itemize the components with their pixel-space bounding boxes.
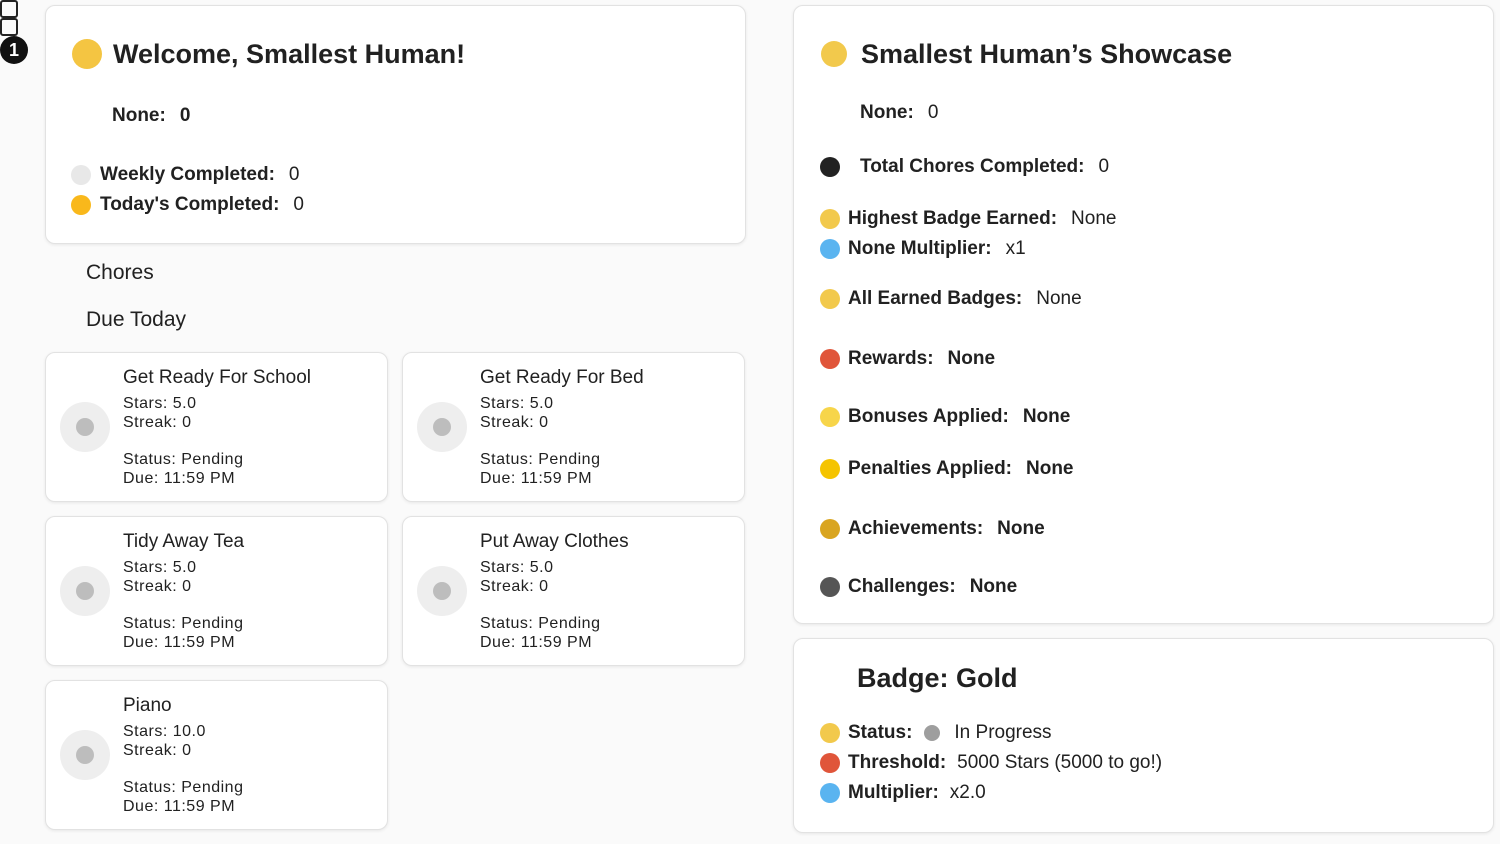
chore-status: Status: Pending xyxy=(123,451,244,468)
row-icon xyxy=(820,157,840,177)
badge-row-value: x2.0 xyxy=(949,782,986,803)
chore-status: Status: Pending xyxy=(480,451,601,468)
chore-icon-glyph xyxy=(433,418,451,436)
badge-row-value: 5000 Stars (5000 to go!) xyxy=(957,752,1163,773)
chore-stars: Stars: 5.0 xyxy=(480,395,554,412)
welcome-stat-value: 0 xyxy=(288,164,300,185)
showcase-row-value: None xyxy=(947,348,996,369)
section-title: Chores xyxy=(86,261,154,284)
badge-row-label: Status: xyxy=(848,722,913,743)
chore-stars: Stars: 10.0 xyxy=(123,723,206,740)
welcome-stat-value: 0 xyxy=(179,105,191,126)
chore-due: Due: 11:59 PM xyxy=(123,634,236,651)
welcome-card xyxy=(45,5,746,244)
chore-icon-glyph xyxy=(76,746,94,764)
row-icon xyxy=(820,407,840,427)
row-icon xyxy=(820,519,840,539)
showcase-row-value: x1 xyxy=(1005,238,1026,259)
row-icon xyxy=(820,459,840,479)
welcome-stat-label: Today's Completed: xyxy=(100,194,280,215)
badge-row-label: Multiplier: xyxy=(848,782,939,803)
showcase-row-label: Total Chores Completed: xyxy=(860,156,1085,177)
welcome-stat-label: Weekly Completed: xyxy=(100,164,275,185)
chore-name: Piano xyxy=(123,695,172,716)
chore-due: Due: 11:59 PM xyxy=(123,470,236,487)
chore-due: Due: 11:59 PM xyxy=(480,470,593,487)
showcase-row-value: 0 xyxy=(927,102,939,123)
chore-streak: Streak: 0 xyxy=(123,742,192,759)
showcase-row-label: Challenges: xyxy=(848,576,956,597)
badge-title: Badge: Gold xyxy=(857,663,1018,693)
showcase-row-label: All Earned Badges: xyxy=(848,288,1023,309)
welcome-title: Welcome, Smallest Human! xyxy=(113,39,466,69)
chore-name: Get Ready For Bed xyxy=(480,367,644,388)
badge-row-value: In Progress xyxy=(954,722,1052,743)
chore-streak: Streak: 0 xyxy=(123,578,192,595)
showcase-row-value: None xyxy=(1036,288,1082,309)
showcase-row-label: None Multiplier: xyxy=(848,238,992,259)
wave-icon xyxy=(72,39,102,69)
section-title: Due Today xyxy=(86,308,187,331)
chore-due: Due: 11:59 PM xyxy=(123,798,236,815)
chore-due: Due: 11:59 PM xyxy=(480,634,593,651)
medal-icon xyxy=(821,41,847,67)
showcase-row-label: None: xyxy=(860,102,914,123)
chore-streak: Streak: 0 xyxy=(480,414,549,431)
showcase-row-value: None xyxy=(1026,458,1074,479)
chore-stars: Stars: 5.0 xyxy=(123,559,197,576)
badge-row-label: Threshold: xyxy=(848,752,947,773)
chore-name: Put Away Clothes xyxy=(480,531,629,552)
section-icon xyxy=(0,0,18,18)
row-icon xyxy=(820,723,840,743)
chore-status: Status: Pending xyxy=(480,615,601,632)
row-icon xyxy=(820,209,840,229)
showcase-row-label: Achievements: xyxy=(848,518,984,539)
showcase-row-value: None xyxy=(969,576,1018,597)
row-icon xyxy=(820,239,840,259)
showcase-title: Smallest Human’s Showcase xyxy=(861,39,1233,69)
showcase-row-label: Bonuses Applied: xyxy=(848,406,1009,427)
chore-status: Status: Pending xyxy=(123,615,244,632)
chore-stars: Stars: 5.0 xyxy=(123,395,197,412)
chore-streak: Streak: 0 xyxy=(480,578,549,595)
hourglass-icon xyxy=(924,725,940,741)
showcase-row-value: 0 xyxy=(1098,156,1110,177)
row-icon xyxy=(820,577,840,597)
showcase-card xyxy=(793,5,1494,624)
row-icon xyxy=(820,289,840,309)
chore-icon-glyph xyxy=(76,582,94,600)
section-icon xyxy=(0,18,18,36)
chore-icon-glyph xyxy=(433,582,451,600)
chore-status: Status: Pending xyxy=(123,779,244,796)
chore-icon-glyph xyxy=(76,418,94,436)
showcase-row-value: None xyxy=(997,518,1045,539)
chore-stars: Stars: 5.0 xyxy=(480,559,554,576)
showcase-row-value: None xyxy=(1022,406,1071,427)
showcase-row-label: Rewards: xyxy=(848,348,934,369)
showcase-row-label: Penalties Applied: xyxy=(848,458,1012,479)
chore-name: Get Ready For School xyxy=(123,367,311,388)
row-icon xyxy=(820,783,840,803)
badge-number: 1 xyxy=(0,36,28,64)
showcase-row-label: Highest Badge Earned: xyxy=(848,208,1058,229)
badge-card xyxy=(793,638,1494,833)
stat-icon xyxy=(71,195,91,215)
row-icon xyxy=(820,753,840,773)
showcase-row-value: None xyxy=(1071,208,1117,229)
welcome-stat-value: 0 xyxy=(293,194,304,215)
chore-streak: Streak: 0 xyxy=(123,414,192,431)
chore-name: Tidy Away Tea xyxy=(123,531,245,552)
stat-icon xyxy=(71,165,91,185)
welcome-stat-label: None: xyxy=(112,105,166,126)
row-icon xyxy=(820,349,840,369)
